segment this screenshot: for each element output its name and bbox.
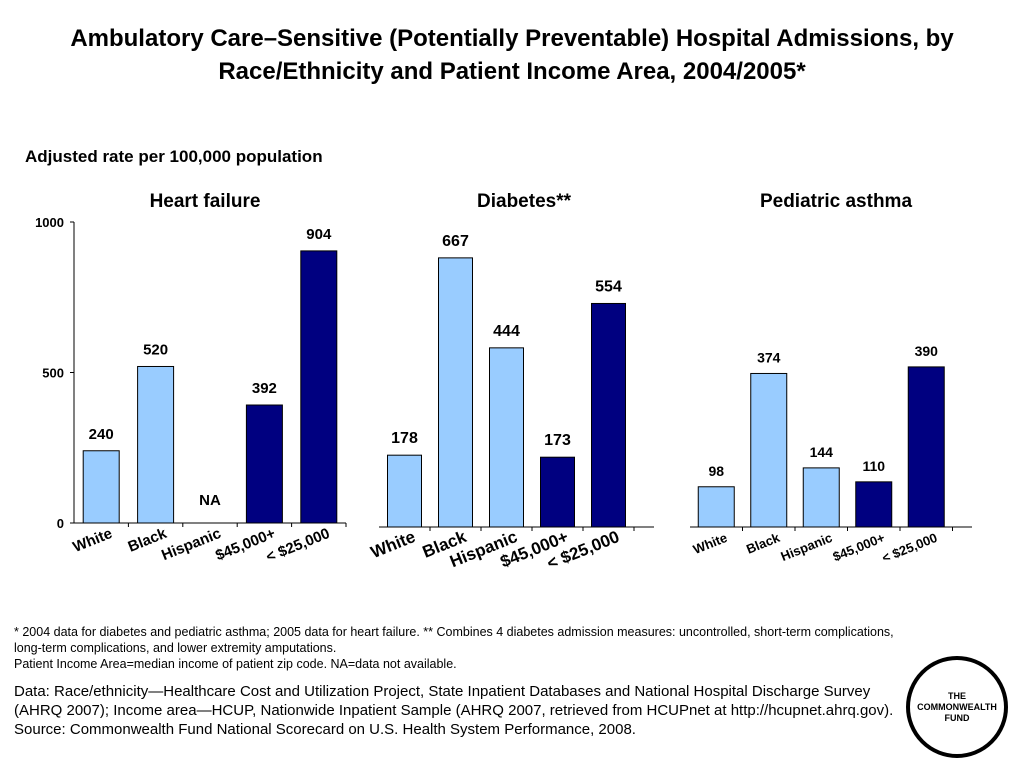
source-citation: Source: Commonwealth Fund National Score… [14,721,636,738]
chart-title: Pediatric asthma [760,191,912,212]
chart-pediatric-asthma: Pediatric asthma 98 White 374 Black 144 Hispan… [690,191,972,566]
category-label: Black [744,530,782,557]
data-label: 178 [391,430,418,447]
data-label: 173 [544,432,571,449]
bar-hispanic [489,347,524,528]
category-label: White [368,527,418,562]
bar-45-000 [245,404,283,524]
chart-title: Heart failure [150,191,261,212]
bar-white [82,450,120,524]
bar-black [438,257,473,528]
category-label: Hispanic [159,525,223,564]
data-label: 554 [595,278,622,295]
data-label: 392 [252,380,277,397]
data-label: 904 [306,226,332,243]
category-label: < $25,000 [880,530,940,566]
logo-line-1: THE [947,690,966,701]
logo-line-2: COMMONWEALTH [917,701,997,712]
bar-25-000 [591,302,626,528]
data-label: 390 [915,343,939,359]
y-tick-label: 500 [42,366,64,381]
y-tick-label: 0 [57,516,64,531]
footnote: * 2004 data for diabetes and pediatric a… [14,624,904,672]
data-source-text: Data: Race/ethnicity—Healthcare Cost and… [14,683,894,719]
bar-45-000 [855,481,893,528]
chart-title: Diabetes** [477,191,572,212]
chart-heart-failure: Heart failure05001000240White520BlackNAH… [35,191,347,566]
data-label: NA [199,492,221,509]
category-label: White [70,525,114,556]
footnote-line-2: Patient Income Area=median income of pat… [14,657,457,671]
chart-diabetes: Diabetes**178White667Black444Hispanic173… [368,191,654,573]
source-notes: Data: Race/ethnicity—Healthcare Cost and… [14,682,904,739]
y-tick-label: 1000 [35,215,64,230]
commonwealth-fund-logo: THE COMMONWEALTH FUND [906,656,1008,758]
data-label: 240 [89,426,114,443]
bar-black [137,365,175,524]
bar-hispanic [802,467,840,528]
data-label: 374 [757,349,781,365]
data-label: 110 [862,458,885,474]
data-label: 98 [708,463,724,479]
bar-45-000 [540,456,575,528]
bar-white [387,454,422,528]
bar-25-000 [300,250,338,524]
bar-25-000 [907,366,945,528]
page-title: Ambulatory Care–Sensitive (Potentially P… [70,25,954,85]
logo-line-3: FUND [944,712,970,723]
data-label: 444 [493,323,520,340]
data-label: 520 [143,341,168,358]
bar-black [750,372,788,528]
category-label: Hispanic [779,530,835,564]
chart-subtitle: Adjusted rate per 100,000 population [25,147,323,166]
bar-white [697,486,735,528]
category-label: $45,000+ [831,530,888,565]
data-label: 667 [442,233,469,250]
charts-area: Heart failure 0 500 1000 240 White 520 Black NA H… [35,191,972,573]
data-label: 144 [810,444,834,460]
category-label: White [691,530,729,557]
footnote-line-1: * 2004 data for diabetes and pediatric a… [14,625,894,655]
